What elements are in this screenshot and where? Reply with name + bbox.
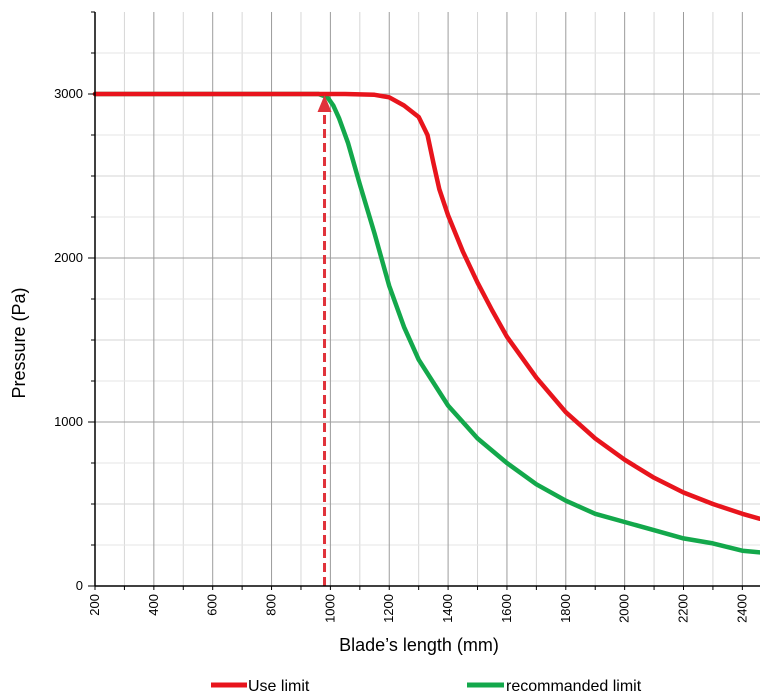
legend: Use limit recommanded limit bbox=[211, 678, 642, 692]
x-tick-label: 200 bbox=[87, 594, 102, 616]
y-tick-label: 1000 bbox=[54, 414, 83, 429]
series-line-recommanded-limit bbox=[92, 91, 760, 555]
y-tick-label: 2000 bbox=[54, 250, 83, 265]
x-axis-title: Blade’s length (mm) bbox=[339, 635, 499, 655]
y-axis-title: Pressure (Pa) bbox=[9, 287, 29, 398]
x-tick-label: 1600 bbox=[499, 594, 514, 623]
y-tick-label: 0 bbox=[76, 578, 83, 593]
legend-label-use-limit: Use limit bbox=[248, 678, 310, 692]
x-tick-label: 1800 bbox=[558, 594, 573, 623]
x-tick-label: 1200 bbox=[381, 594, 396, 623]
x-tick-label: 2400 bbox=[734, 594, 749, 623]
y-tick-label: 3000 bbox=[54, 86, 83, 101]
grid-minor bbox=[95, 12, 760, 586]
tick-labels: 200 400 600 800 1000 1200 1400 1600 1800 2000 2200… bbox=[54, 86, 749, 623]
x-tick-label: 1000 bbox=[322, 594, 337, 623]
x-tick-label: 600 bbox=[205, 594, 220, 616]
axes bbox=[88, 11, 760, 590]
series-lines bbox=[92, 91, 760, 555]
annotation-layer bbox=[317, 95, 332, 586]
x-tick-label: 800 bbox=[264, 594, 279, 616]
x-tick-label: 2000 bbox=[617, 594, 632, 623]
series-line-use-limit bbox=[92, 91, 760, 522]
x-tick-label: 1400 bbox=[440, 594, 455, 623]
grid-major bbox=[95, 12, 760, 586]
legend-label-recommanded-limit: recommanded limit bbox=[506, 678, 642, 692]
x-tick-label: 2200 bbox=[675, 594, 690, 623]
annotation-arrowhead bbox=[317, 95, 332, 112]
x-tick-label: 400 bbox=[146, 594, 161, 616]
